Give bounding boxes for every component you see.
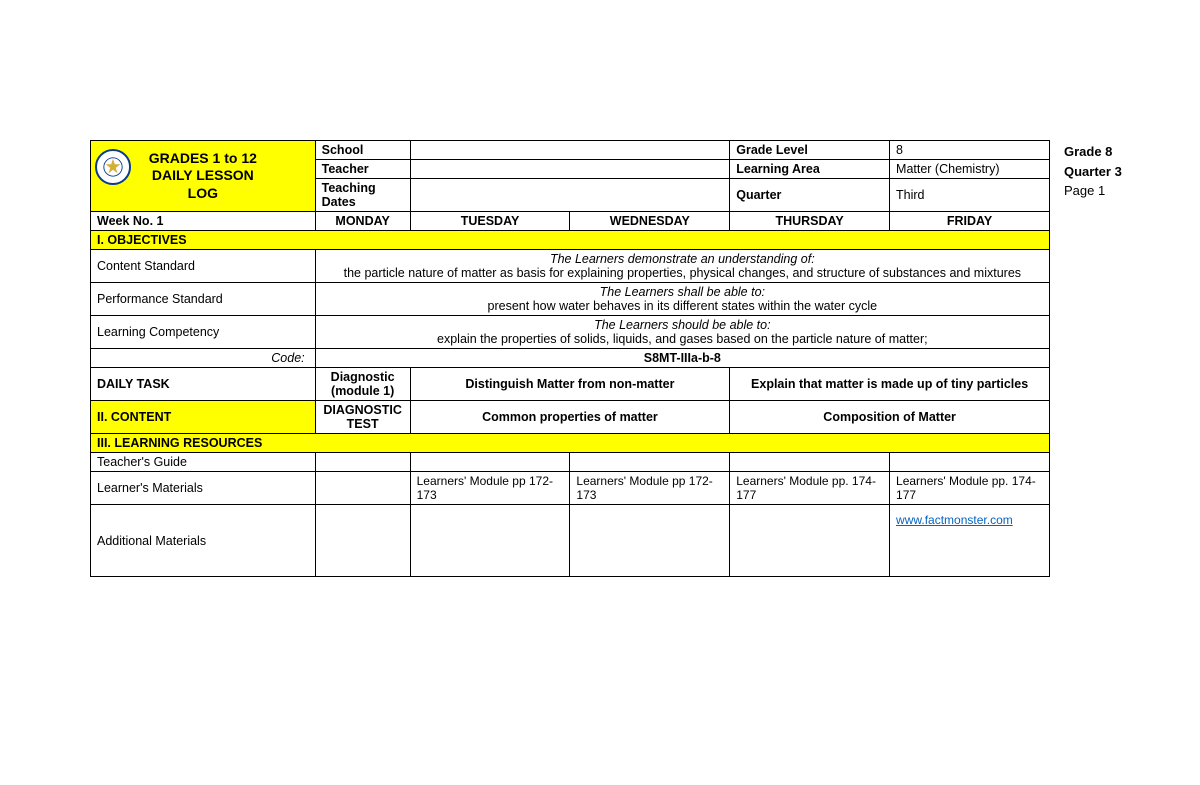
- lesson-log-table: GRADES 1 to 12 DAILY LESSON LOG School G…: [90, 140, 1050, 577]
- header-row-1: GRADES 1 to 12 DAILY LESSON LOG School G…: [91, 141, 1050, 160]
- school-label: School: [315, 141, 410, 160]
- side-info: Grade 8 Quarter 3 Page 1: [1064, 140, 1122, 201]
- performance-standard-label: Performance Standard: [91, 283, 316, 316]
- content-heading: II. CONTENT: [91, 401, 316, 434]
- teacher-guide-tue: [410, 453, 570, 472]
- quarter-value: Third: [890, 179, 1050, 212]
- content-monday: DIAGNOSTIC TEST: [315, 401, 410, 434]
- content-standard-text: The Learners demonstrate an understandin…: [315, 250, 1049, 283]
- teaching-dates-value: [410, 179, 730, 212]
- title-cell: GRADES 1 to 12 DAILY LESSON LOG: [91, 141, 316, 212]
- daily-task-label: DAILY TASK: [91, 368, 316, 401]
- learning-area-value: Matter (Chemistry): [890, 160, 1050, 179]
- week-label: Week No. 1: [91, 212, 316, 231]
- content-standard-italic: The Learners demonstrate an understandin…: [550, 252, 815, 266]
- content-row: II. CONTENT DIAGNOSTIC TEST Common prope…: [91, 401, 1050, 434]
- performance-standard-italic: The Learners shall be able to:: [600, 285, 765, 299]
- code-label: Code:: [91, 349, 316, 368]
- deped-logo: [95, 149, 131, 185]
- title-line-2: DAILY LESSON: [152, 167, 254, 183]
- teacher-value: [410, 160, 730, 179]
- teacher-guide-wed: [570, 453, 730, 472]
- code-value: S8MT-IIIa-b-8: [315, 349, 1049, 368]
- teacher-guide-thu: [730, 453, 890, 472]
- quarter-label: Quarter: [730, 179, 890, 212]
- side-page: Page 1: [1064, 181, 1122, 201]
- objectives-section-row: I. OBJECTIVES: [91, 231, 1050, 250]
- learner-materials-wed: Learners' Module pp 172-173: [570, 472, 730, 505]
- title-line-1: GRADES 1 to 12: [149, 150, 257, 166]
- daily-task-thu-fri: Explain that matter is made up of tiny p…: [730, 368, 1050, 401]
- factmonster-link[interactable]: www.factmonster.com: [896, 513, 1013, 527]
- additional-materials-tue: [410, 505, 570, 577]
- additional-materials-mon: [315, 505, 410, 577]
- teacher-label: Teacher: [315, 160, 410, 179]
- content-standard-row: Content Standard The Learners demonstrat…: [91, 250, 1050, 283]
- content-standard-label: Content Standard: [91, 250, 316, 283]
- school-value: [410, 141, 730, 160]
- additional-materials-label: Additional Materials: [91, 505, 316, 577]
- resources-heading: III. LEARNING RESOURCES: [91, 434, 1050, 453]
- learning-competency-body: explain the properties of solids, liquid…: [437, 332, 928, 346]
- content-standard-body: the particle nature of matter as basis f…: [344, 266, 1021, 280]
- content-thu-fri: Composition of Matter: [730, 401, 1050, 434]
- additional-materials-fri: www.factmonster.com: [890, 505, 1050, 577]
- learner-materials-fri: Learners' Module pp. 174-177: [890, 472, 1050, 505]
- day-tuesday: TUESDAY: [410, 212, 570, 231]
- content-tue-wed: Common properties of matter: [410, 401, 730, 434]
- day-thursday: THURSDAY: [730, 212, 890, 231]
- grade-level-value: 8: [890, 141, 1050, 160]
- objectives-heading: I. OBJECTIVES: [91, 231, 1050, 250]
- title-line-3: LOG: [188, 185, 218, 201]
- teacher-guide-mon: [315, 453, 410, 472]
- learning-competency-label: Learning Competency: [91, 316, 316, 349]
- side-grade: Grade 8: [1064, 142, 1122, 162]
- day-wednesday: WEDNESDAY: [570, 212, 730, 231]
- teacher-guide-fri: [890, 453, 1050, 472]
- learner-materials-mon: [315, 472, 410, 505]
- learner-materials-tue: Learners' Module pp 172-173: [410, 472, 570, 505]
- learner-materials-label: Learner's Materials: [91, 472, 316, 505]
- code-row: Code: S8MT-IIIa-b-8: [91, 349, 1050, 368]
- day-monday: MONDAY: [315, 212, 410, 231]
- learning-competency-text: The Learners should be able to: explain …: [315, 316, 1049, 349]
- learner-materials-row: Learner's Materials Learners' Module pp …: [91, 472, 1050, 505]
- day-friday: FRIDAY: [890, 212, 1050, 231]
- performance-standard-row: Performance Standard The Learners shall …: [91, 283, 1050, 316]
- learning-area-label: Learning Area: [730, 160, 890, 179]
- performance-standard-text: The Learners shall be able to: present h…: [315, 283, 1049, 316]
- teacher-guide-row: Teacher's Guide: [91, 453, 1050, 472]
- learning-competency-row: Learning Competency The Learners should …: [91, 316, 1050, 349]
- document-page: GRADES 1 to 12 DAILY LESSON LOG School G…: [0, 0, 1200, 577]
- teacher-guide-label: Teacher's Guide: [91, 453, 316, 472]
- additional-materials-thu: [730, 505, 890, 577]
- performance-standard-body: present how water behaves in its differe…: [488, 299, 878, 313]
- resources-section-row: III. LEARNING RESOURCES: [91, 434, 1050, 453]
- teaching-dates-label: Teaching Dates: [315, 179, 410, 212]
- grade-level-label: Grade Level: [730, 141, 890, 160]
- learning-competency-italic: The Learners should be able to:: [594, 318, 771, 332]
- daily-task-monday: Diagnostic (module 1): [315, 368, 410, 401]
- days-row: Week No. 1 MONDAY TUESDAY WEDNESDAY THUR…: [91, 212, 1050, 231]
- daily-task-row: DAILY TASK Diagnostic (module 1) Disting…: [91, 368, 1050, 401]
- additional-materials-row: Additional Materials www.factmonster.com: [91, 505, 1050, 577]
- side-quarter: Quarter 3: [1064, 162, 1122, 182]
- learner-materials-thu: Learners' Module pp. 174-177: [730, 472, 890, 505]
- daily-task-tue-wed: Distinguish Matter from non-matter: [410, 368, 730, 401]
- additional-materials-wed: [570, 505, 730, 577]
